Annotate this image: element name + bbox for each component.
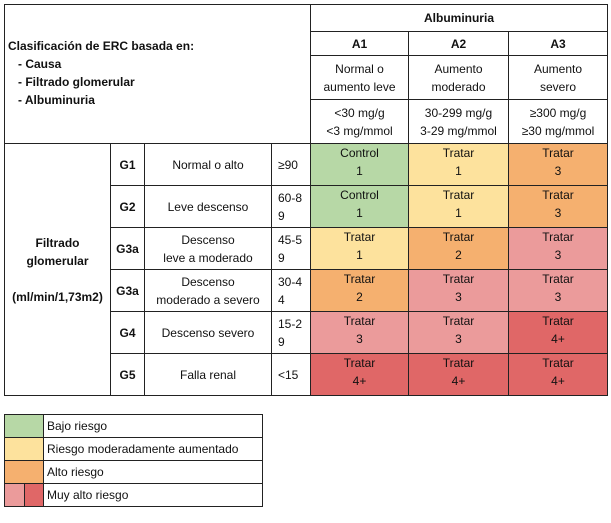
ckd-classification-table: Clasificación de ERC basada en: - Causa … — [4, 4, 608, 396]
grade-row: G3a Descenso moderado a severo 30-4 4 Tratar 2… — [5, 269, 608, 312]
legend-row: Alto riesgo — [4, 460, 263, 484]
risk-cell: Control 1 — [310, 143, 409, 186]
intro-item-filtrado: - Filtrado glomerular — [18, 75, 135, 89]
legend-swatch — [4, 437, 44, 461]
risk-cell: Tratar 4+ — [508, 353, 608, 396]
risk-cell: Tratar 4+ — [508, 311, 608, 354]
category-a1-code: A1 — [310, 31, 409, 56]
grade-code: G4 — [110, 311, 145, 354]
risk-cell: Tratar 3 — [310, 311, 409, 354]
gfr-axis-label: Filtrado glomerular (ml/min/1,73m2) — [4, 143, 111, 396]
grade-row: G4 Descenso severo 15-2 9 Tratar 3 Tratar 3 Trat… — [5, 311, 608, 354]
risk-cell: Tratar 2 — [408, 227, 509, 270]
grade-code: G5 — [110, 353, 145, 396]
legend-label: Riesgo moderadamente aumentado — [43, 437, 263, 461]
legend-swatch — [23, 483, 44, 507]
grade-code: G2 — [110, 185, 145, 228]
grade-description: Descenso moderado a severo — [144, 269, 272, 312]
gfr-range: 60-8 9 — [271, 185, 311, 228]
grade-description: Leve descenso — [144, 185, 272, 228]
gfr-range: ≥90 — [271, 143, 311, 186]
albuminuria-header: Albuminuria — [310, 4, 608, 32]
legend-label: Alto riesgo — [43, 460, 263, 484]
gfr-range: 15-2 9 — [271, 311, 311, 354]
category-a3-range: ≥300 mg/g ≥30 mg/mmol — [508, 99, 608, 144]
grade-description: Falla renal — [144, 353, 272, 396]
risk-legend: Bajo riesgo Riesgo moderadamente aumentad… — [4, 414, 263, 507]
category-a1-desc: Normal o aumento leve — [310, 55, 409, 100]
legend-swatch — [4, 460, 44, 484]
grade-row: Filtrado glomerular (ml/min/1,73m2) G1 Norma… — [4, 143, 608, 396]
risk-cell: Tratar 4+ — [408, 353, 509, 396]
grade-code: G1 — [110, 143, 145, 186]
category-a2-range: 30-299 mg/g 3-29 mg/mmol — [408, 99, 509, 144]
risk-cell: Control 1 — [310, 185, 409, 228]
risk-cell: Tratar 3 — [408, 269, 509, 312]
grade-description: Normal o alto — [144, 143, 272, 186]
risk-cell: Tratar 3 — [508, 227, 608, 270]
risk-cell: Tratar 3 — [508, 269, 608, 312]
risk-cell: Tratar 1 — [310, 227, 409, 270]
intro-item-albuminuria: - Albuminuria — [18, 93, 95, 107]
legend-label: Muy alto riesgo — [43, 483, 263, 507]
intro-item-causa: - Causa — [18, 57, 62, 71]
legend-swatch — [4, 414, 44, 438]
grade-code: G3a — [110, 227, 145, 270]
category-a2-desc: Aumento moderado — [408, 55, 509, 100]
grade-description: Descenso severo — [144, 311, 272, 354]
grade-code: G3a — [110, 269, 145, 312]
grade-row: G2 Leve descenso 60-8 9 Control 1 Tratar 1 Trata… — [5, 185, 608, 228]
risk-cell: Tratar 3 — [508, 143, 608, 186]
legend-row: Bajo riesgo — [4, 414, 263, 438]
risk-cell: Tratar 3 — [508, 185, 608, 228]
risk-cell: Tratar 2 — [310, 269, 409, 312]
category-a2-code: A2 — [408, 31, 509, 56]
grade-row: G3a Descenso leve a moderado 45-5 9 Tratar 1 Tr… — [5, 227, 608, 270]
category-a1-range: <30 mg/g <3 mg/mmol — [310, 99, 409, 144]
category-a3-desc: Aumento severo — [508, 55, 608, 100]
legend-label: Bajo riesgo — [43, 414, 263, 438]
risk-cell: Tratar 4+ — [310, 353, 409, 396]
classification-intro: Clasificación de ERC basada en: - Causa … — [4, 4, 311, 144]
legend-swatch — [4, 483, 25, 507]
risk-cell: Tratar 3 — [408, 311, 509, 354]
legend-row: Riesgo moderadamente aumentado — [4, 437, 263, 461]
gfr-range: <15 — [271, 353, 311, 396]
risk-cell: Tratar 1 — [408, 143, 509, 186]
gfr-range: 45-5 9 — [271, 227, 311, 270]
gfr-range: 30-4 4 — [271, 269, 311, 312]
grade-description: Descenso leve a moderado — [144, 227, 272, 270]
intro-title: Clasificación de ERC basada en: — [8, 39, 195, 53]
grade-row: G5 Falla renal <15 Tratar 4+ Tratar 4+ Tratar 4+ — [5, 353, 608, 396]
category-a3-code: A3 — [508, 31, 608, 56]
risk-cell: Tratar 1 — [408, 185, 509, 228]
legend-row: Muy alto riesgo — [4, 483, 263, 507]
